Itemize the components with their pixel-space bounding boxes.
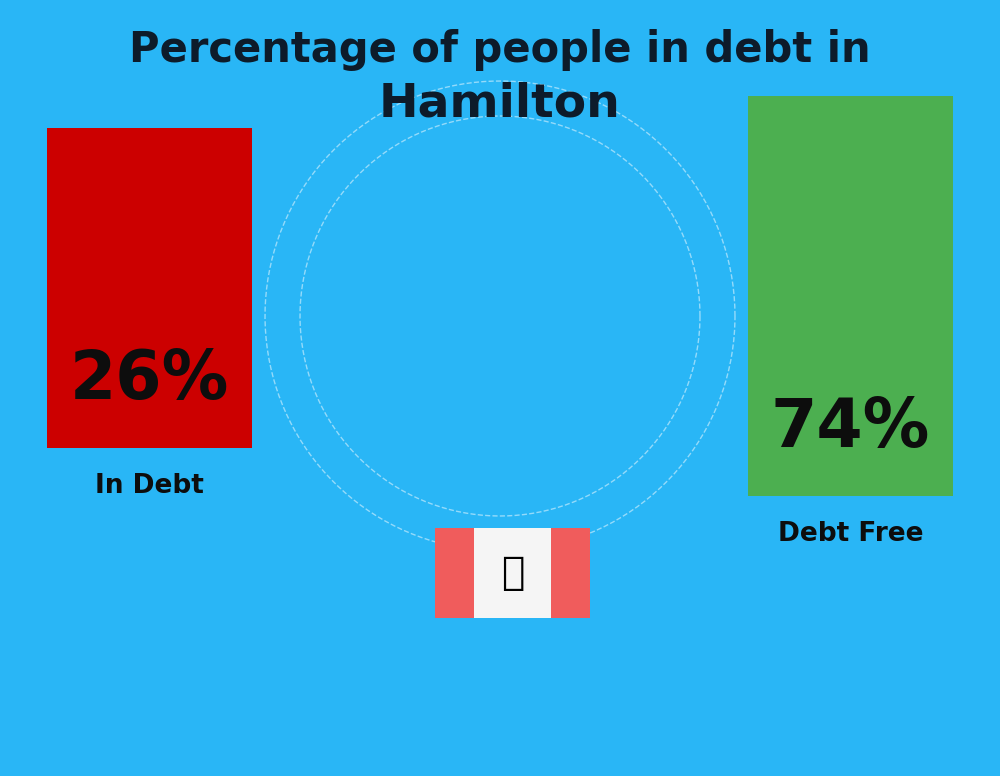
Text: 74%: 74% <box>771 395 930 461</box>
Text: Debt Free: Debt Free <box>778 521 923 547</box>
FancyBboxPatch shape <box>47 128 252 448</box>
FancyBboxPatch shape <box>551 528 590 618</box>
Text: 🍁: 🍁 <box>501 554 524 592</box>
FancyBboxPatch shape <box>435 528 590 618</box>
Text: In Debt: In Debt <box>95 473 204 499</box>
Text: Percentage of people in debt in: Percentage of people in debt in <box>129 29 871 71</box>
Text: Hamilton: Hamilton <box>379 81 621 126</box>
FancyBboxPatch shape <box>435 528 474 618</box>
FancyBboxPatch shape <box>748 96 953 496</box>
Text: 26%: 26% <box>70 347 229 413</box>
